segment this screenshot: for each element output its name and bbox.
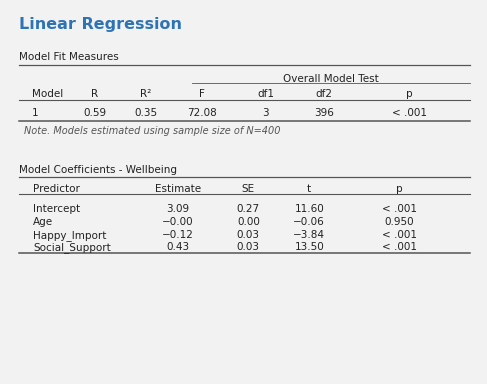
Text: −0.12: −0.12 [162,230,194,240]
Text: 0.43: 0.43 [166,242,189,252]
Text: SE: SE [242,184,255,194]
Text: df2: df2 [316,89,332,99]
Text: < .001: < .001 [392,108,427,118]
Text: Overall Model Test: Overall Model Test [283,74,379,84]
Text: Age: Age [33,217,53,227]
Text: Linear Regression: Linear Regression [19,17,183,32]
Text: p: p [406,89,412,99]
Text: 11.60: 11.60 [294,204,324,214]
Text: R: R [92,89,98,99]
Text: 72.08: 72.08 [187,108,217,118]
Text: Intercept: Intercept [33,204,80,214]
Text: −0.06: −0.06 [293,217,325,227]
Text: 0.03: 0.03 [237,242,260,252]
Text: −0.00: −0.00 [162,217,193,227]
Text: < .001: < .001 [382,204,417,214]
Text: Estimate: Estimate [155,184,201,194]
Text: 0.59: 0.59 [83,108,107,118]
Text: Happy_Import: Happy_Import [33,230,107,240]
Text: Model: Model [32,89,63,99]
Text: −3.84: −3.84 [293,230,325,240]
Text: 0.27: 0.27 [237,204,260,214]
Text: 3.09: 3.09 [166,204,189,214]
Text: p: p [396,184,403,194]
Text: Model Fit Measures: Model Fit Measures [19,52,119,62]
Text: 0.950: 0.950 [385,217,414,227]
Text: R²: R² [140,89,152,99]
Text: 0.03: 0.03 [237,230,260,240]
Text: < .001: < .001 [382,242,417,252]
Text: F: F [199,89,205,99]
Text: Model Coefficients - Wellbeing: Model Coefficients - Wellbeing [19,165,177,175]
Text: Note. Models estimated using sample size of N=400: Note. Models estimated using sample size… [24,126,281,136]
Text: 1: 1 [32,108,38,118]
Text: df1: df1 [257,89,274,99]
Text: < .001: < .001 [382,230,417,240]
Text: 396: 396 [314,108,334,118]
Text: 0.00: 0.00 [237,217,260,227]
Text: Social_Support: Social_Support [33,242,111,253]
Text: 3: 3 [262,108,269,118]
Text: Predictor: Predictor [33,184,80,194]
Text: 13.50: 13.50 [294,242,324,252]
Text: 0.35: 0.35 [134,108,158,118]
Text: t: t [307,184,311,194]
